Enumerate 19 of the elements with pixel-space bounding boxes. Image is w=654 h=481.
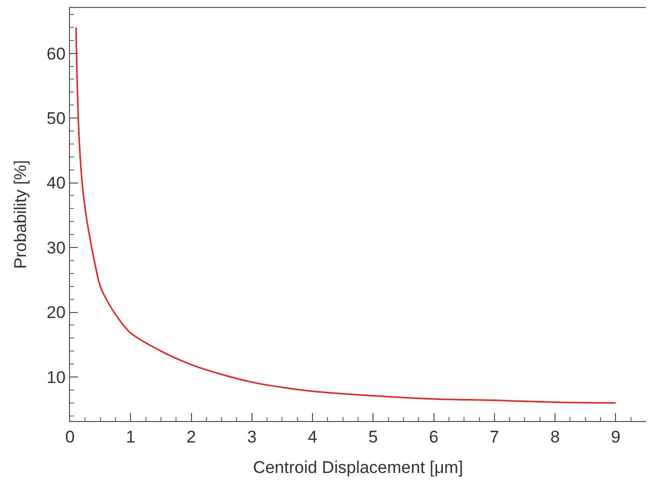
y-tick-label: 50	[46, 109, 66, 128]
y-tick-label: 10	[46, 368, 66, 387]
x-tick-label: 4	[308, 427, 318, 446]
x-tick-label: 2	[186, 427, 196, 446]
line-series	[75, 26, 616, 404]
x-tick-label: 7	[490, 427, 500, 446]
y-tick-label: 60	[46, 44, 66, 64]
x-tick-label: 8	[550, 427, 560, 446]
x-tick-label: 3	[247, 427, 257, 446]
y-tick-label: 30	[46, 238, 66, 258]
y-tick-label: 20	[46, 303, 66, 322]
x-tick-label: 0	[65, 427, 75, 446]
y-tick-label: 40	[46, 174, 66, 193]
x-axis-title: Centroid Displacement [μm]	[252, 458, 464, 477]
x-tick-label: 9	[610, 427, 620, 446]
x-tick-label: 6	[429, 427, 439, 446]
y-axis-title: Probability [%]	[11, 160, 30, 269]
x-tick-label: 5	[368, 427, 378, 446]
x-tick-label: 1	[126, 427, 136, 446]
